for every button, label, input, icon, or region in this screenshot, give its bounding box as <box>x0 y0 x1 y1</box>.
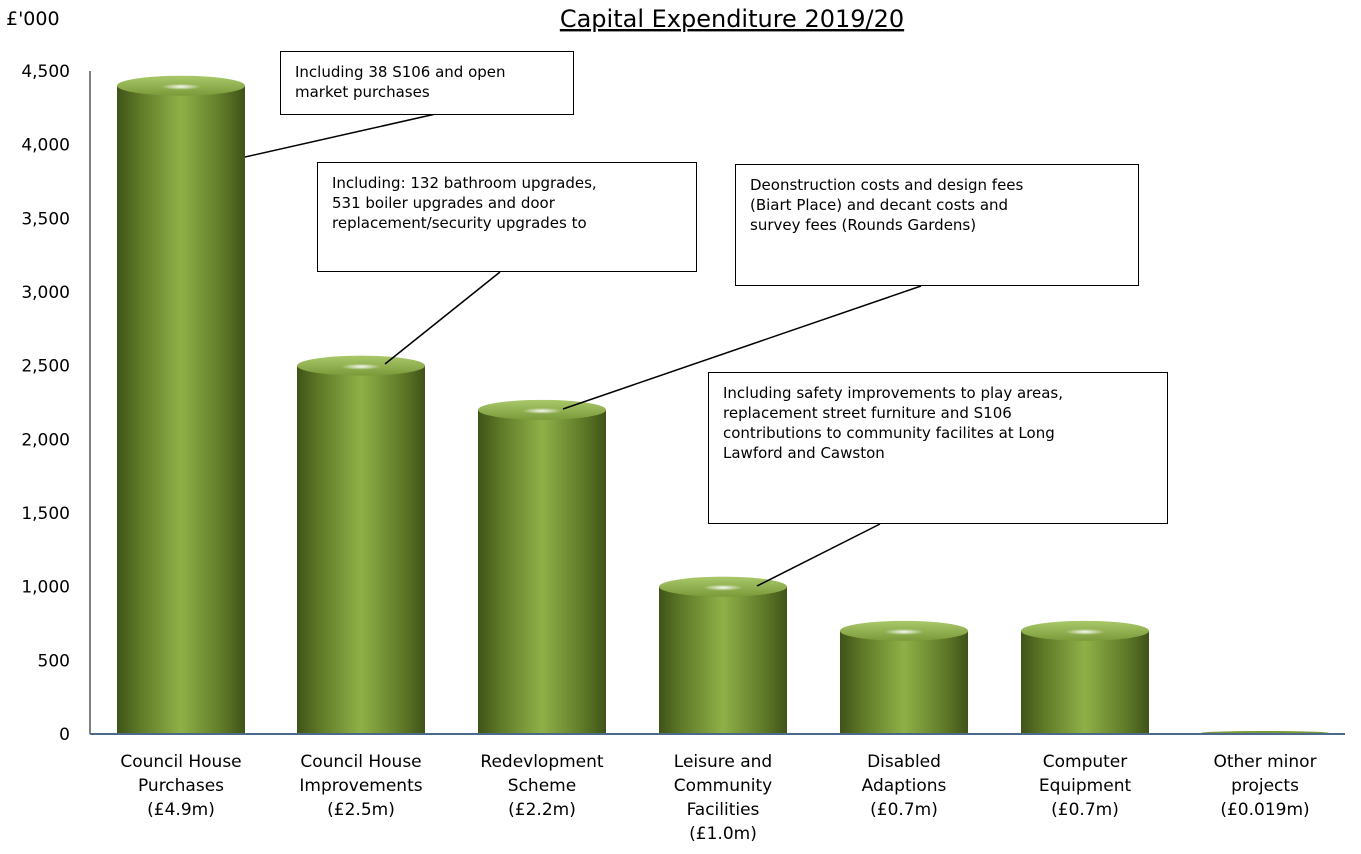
callout-text: Deonstruction costs and design fees <box>750 176 1024 194</box>
y-tick-label: 2,500 <box>21 357 70 377</box>
bar-highlight <box>703 584 743 591</box>
callout-text: (Biart Place) and decant costs and <box>750 196 1009 214</box>
bar-highlight <box>884 628 924 635</box>
callout-text: replacement/security upgrades to <box>332 214 587 232</box>
callout-text: Including: 132 bathroom upgrades, <box>332 174 597 192</box>
callout-connector <box>756 523 881 587</box>
y-tick-label: 500 <box>38 651 70 671</box>
bar-highlight <box>522 407 562 414</box>
x-tick-label: Computer Equipment (£0.7m) <box>1039 752 1132 820</box>
callout-text: Including safety improvements to play ar… <box>723 384 1063 402</box>
y-tick-label: 2,000 <box>21 430 70 450</box>
bar-highlight <box>1065 628 1105 635</box>
bar <box>478 399 606 734</box>
callout-connector <box>562 285 922 410</box>
bar-body <box>297 365 425 734</box>
y-axis: 0 500 1,000 1,500 2,000 2,500 3,000 3,500 4,000 4… <box>21 62 70 745</box>
bar <box>659 576 787 734</box>
y-tick-label: 4,000 <box>21 136 70 156</box>
x-axis: Council House Purchases (£4.9m) Council Hou… <box>120 752 1316 844</box>
callout-text: Lawford and Cawston <box>723 444 885 462</box>
callout-text: market purchases <box>295 83 430 101</box>
bar-body <box>840 630 968 734</box>
callout-text: Including 38 S106 and open <box>295 63 506 81</box>
callout-connector <box>384 271 501 365</box>
callout-box: Deonstruction costs and design fees (Biar… <box>735 164 1139 286</box>
y-tick-label: 4,500 <box>21 62 70 82</box>
callout-box: Including 38 S106 and open market purchas… <box>280 51 574 115</box>
bar-body <box>659 586 787 734</box>
x-tick-label: Other minor projects (£0.019m) <box>1213 752 1316 820</box>
y-axis-unit-label: £'000 <box>6 8 60 30</box>
chart-title: Capital Expenditure 2019/20 <box>560 5 904 33</box>
callout-text: 531 boiler upgrades and door <box>332 194 555 212</box>
x-tick-label: Disabled Adaptions (£0.7m) <box>862 752 947 820</box>
bar <box>840 620 968 734</box>
callout-text: contributions to community facilites at … <box>723 424 1055 442</box>
y-tick-label: 3,000 <box>21 283 70 303</box>
callout-connectors <box>244 112 922 587</box>
bar <box>297 355 425 734</box>
callout-box: Including: 132 bathroom upgrades, 531 boi… <box>317 162 697 272</box>
x-tick-label: Council House Purchases (£4.9m) <box>120 752 241 820</box>
callout-text: survey fees (Rounds Gardens) <box>750 216 977 234</box>
bar-highlight <box>341 363 381 370</box>
bar-body <box>1021 630 1149 734</box>
x-tick-label: Council House Improvements (£2.5m) <box>299 752 422 820</box>
y-tick-label: 0 <box>59 725 70 745</box>
y-tick-label: 3,500 <box>21 209 70 229</box>
bar-highlight <box>161 83 201 90</box>
callout-text: replacement street furniture and S106 <box>723 404 1012 422</box>
bar <box>1021 620 1149 734</box>
bar-body <box>117 85 245 734</box>
callout-connector <box>244 112 441 158</box>
bars <box>117 75 1329 735</box>
bar-body <box>478 409 606 734</box>
y-tick-label: 1,000 <box>21 578 70 598</box>
bar <box>117 75 245 734</box>
x-tick-label: Redevlopment Scheme (£2.2m) <box>480 752 604 820</box>
x-tick-label: Leisure and Community Facilities (£1.0m) <box>674 752 772 844</box>
callout-box: Including safety improvements to play ar… <box>708 372 1168 524</box>
y-tick-label: 1,500 <box>21 504 70 524</box>
